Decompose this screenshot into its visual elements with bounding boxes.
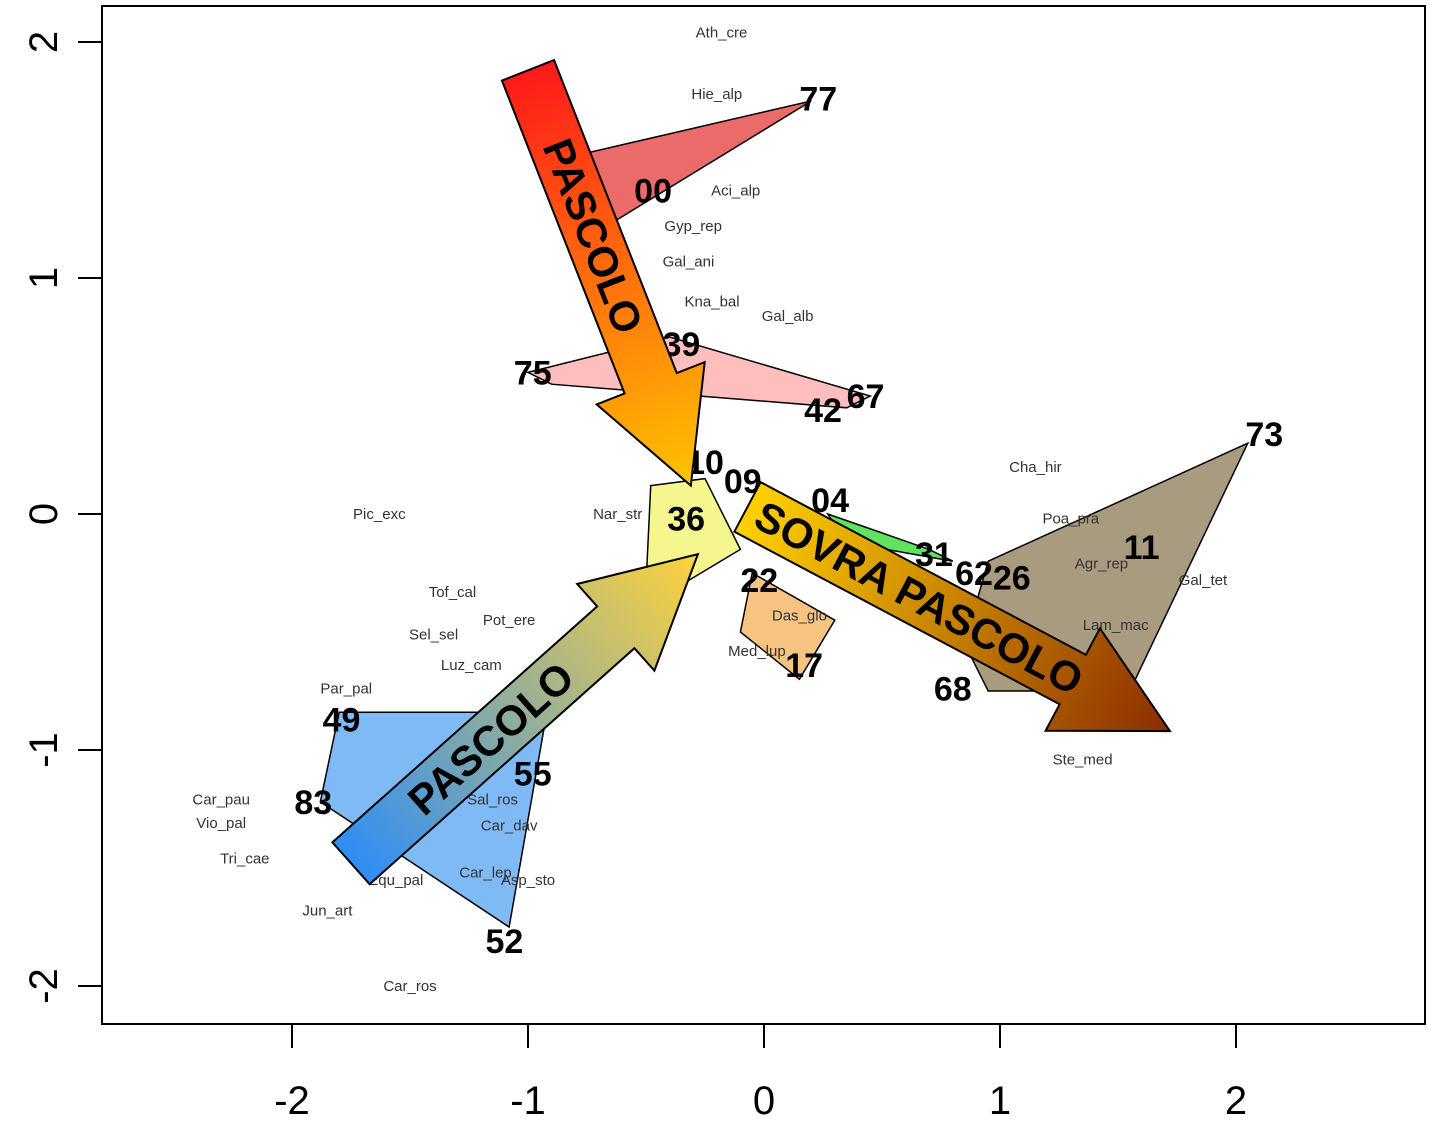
x-tick-label: -1: [510, 1079, 546, 1122]
species-label: Vio_pal: [196, 815, 246, 832]
x-tick-label: 0: [753, 1079, 775, 1122]
species-label: Tri_cae: [220, 851, 269, 868]
species-label: Poa_pra: [1042, 511, 1099, 528]
species-label: Hie_alp: [691, 86, 742, 103]
y-tick-label: 0: [22, 503, 66, 525]
x-tick-label: -2: [274, 1079, 310, 1122]
arrow-shape: [330, 552, 700, 886]
site-label: 52: [485, 923, 523, 961]
site-label: 42: [804, 392, 842, 430]
species-label: Gal_tet: [1179, 572, 1228, 589]
species-label: Agr_rep: [1075, 556, 1128, 573]
arrow-shape: [733, 480, 1172, 733]
species-label: Car_pau: [192, 792, 250, 809]
y-tick-label: -2: [22, 968, 66, 1004]
species-label: Car_lep: [459, 865, 512, 882]
y-tick-label: 2: [22, 31, 66, 53]
species-label: Gal_ani: [663, 253, 715, 270]
species-label: Med_lup: [728, 643, 786, 660]
site-label: 22: [740, 562, 778, 600]
site-label: 17: [785, 647, 823, 685]
species-label: Gal_alb: [762, 308, 814, 325]
species-label: Pic_exc: [353, 506, 406, 523]
species-label: Ste_med: [1053, 751, 1113, 768]
site-label: 77: [799, 81, 837, 119]
direction-arrow: PASCOLO: [500, 58, 706, 488]
species-label: Luz_cam: [441, 657, 502, 674]
arrow-shape: [500, 58, 706, 488]
x-tick-label: 2: [1225, 1079, 1247, 1122]
species-label: Pot_ere: [483, 612, 536, 629]
site-label: 68: [934, 671, 972, 709]
species-label: Sel_sel: [409, 626, 458, 643]
direction-arrow: PASCOLO: [330, 552, 700, 886]
species-label: Lam_mac: [1083, 617, 1149, 634]
group-hull: [739, 571, 836, 681]
y-tick-label: 1: [22, 267, 66, 289]
site-label: 67: [847, 378, 885, 416]
site-label: 00: [634, 173, 672, 211]
site-label: 62: [955, 555, 993, 593]
species-label: Nar_str: [593, 506, 642, 523]
species-label: Ath_cre: [696, 25, 748, 42]
species-label: Equ_pal: [368, 872, 423, 889]
site-label: 26: [993, 560, 1031, 598]
species-label: Asp_sto: [501, 872, 555, 889]
site-label: 75: [514, 354, 552, 392]
site-label: 73: [1245, 416, 1283, 454]
group-hull: [586, 100, 812, 225]
axes-layer: -2 -1 0 1 2 -2 -1 0 1 2: [22, 31, 1247, 1122]
species-label: Aci_alp: [711, 183, 760, 200]
site-label: 11: [1124, 529, 1160, 567]
species-label: Jun_art: [302, 902, 353, 919]
species-label: Car_dav: [481, 818, 538, 835]
y-tick-label: -1: [22, 732, 66, 768]
site-label: 49: [323, 701, 361, 739]
species-label: Das_glo: [772, 607, 827, 624]
species-label: Cha_hir: [1009, 459, 1062, 476]
site-label: 83: [294, 784, 332, 822]
site-label: 36: [667, 501, 705, 539]
site-label: 55: [514, 756, 552, 794]
species-label: Sal_ros: [467, 792, 518, 809]
species-label: Tof_cal: [429, 584, 477, 601]
species-label: Car_ros: [383, 978, 436, 995]
species-label: Gyp_rep: [664, 218, 722, 235]
species-label: Par_pal: [320, 681, 372, 698]
x-tick-label: 1: [989, 1079, 1011, 1122]
species-label: Kna_bal: [685, 294, 740, 311]
